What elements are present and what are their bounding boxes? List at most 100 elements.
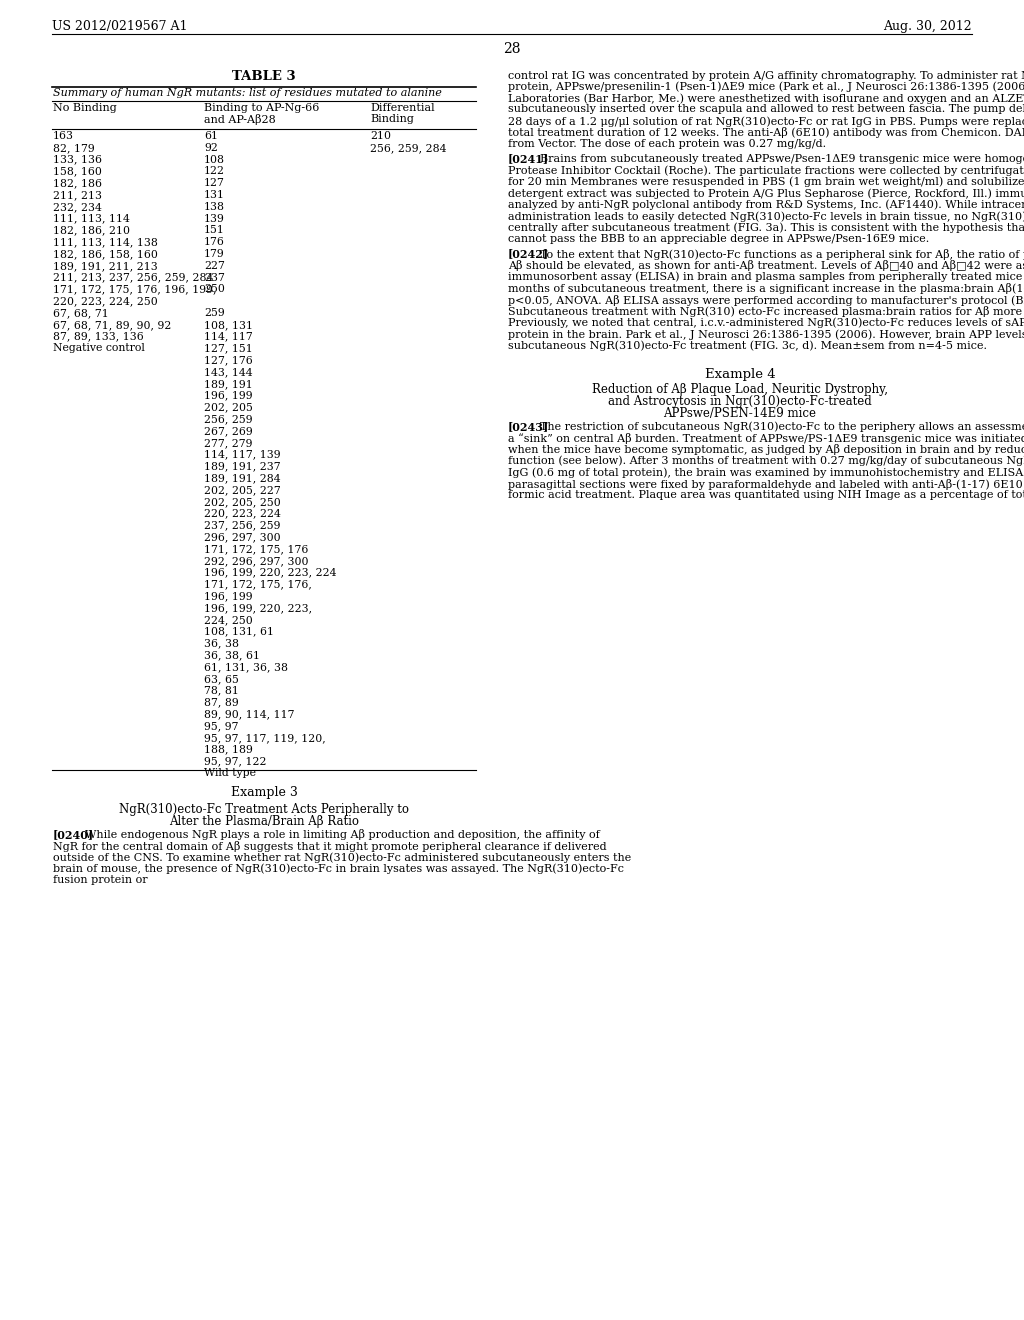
Text: 202, 205: 202, 205 [204,403,253,412]
Text: 220, 223, 224: 220, 223, 224 [204,508,281,519]
Text: for 20 min Membranes were resuspended in PBS (1 gm brain wet weight/ml) and solu: for 20 min Membranes were resuspended in… [508,177,1024,187]
Text: 196, 199, 220, 223,: 196, 199, 220, 223, [204,603,312,612]
Text: 267, 269: 267, 269 [204,426,253,436]
Text: 196, 199, 220, 223, 224: 196, 199, 220, 223, 224 [204,568,337,578]
Text: from Vector. The dose of each protein was 0.27 mg/kg/d.: from Vector. The dose of each protein wa… [508,139,826,149]
Text: TABLE 3: TABLE 3 [232,70,296,83]
Text: 36, 38, 61: 36, 38, 61 [204,651,260,660]
Text: protein, APPswe/presenilin-1 (Psen-1)ΔE9 mice (Park et al., J Neurosci 26:1386-1: protein, APPswe/presenilin-1 (Psen-1)ΔE9… [508,82,1024,92]
Text: and Astrocytosis in Ngr(310)ecto-Fc-treated: and Astrocytosis in Ngr(310)ecto-Fc-trea… [608,395,871,408]
Text: subcutaneously inserted over the scapula and allowed to rest between fascia. The: subcutaneously inserted over the scapula… [508,104,1024,115]
Text: 232, 234: 232, 234 [53,202,101,211]
Text: Reduction of Aβ Plaque Load, Neuritic Dystrophy,: Reduction of Aβ Plaque Load, Neuritic Dy… [592,383,888,396]
Text: 89, 90, 114, 117: 89, 90, 114, 117 [204,709,295,719]
Text: 87, 89: 87, 89 [204,697,239,708]
Text: 61: 61 [204,131,218,141]
Text: 95, 97, 117, 119, 120,: 95, 97, 117, 119, 120, [204,733,326,743]
Text: 211, 213: 211, 213 [53,190,102,201]
Text: 227: 227 [204,261,225,271]
Text: Example 3: Example 3 [230,787,297,799]
Text: 108, 131: 108, 131 [204,319,253,330]
Text: 182, 186: 182, 186 [53,178,102,189]
Text: 182, 186, 210: 182, 186, 210 [53,226,130,235]
Text: [0242]: [0242] [508,248,549,260]
Text: Subcutaneous treatment with NgR(310) ecto-Fc increased plasma:brain ratios for A: Subcutaneous treatment with NgR(310) ect… [508,306,1024,317]
Text: 127, 151: 127, 151 [204,343,253,354]
Text: administration leads to easily detected NgR(310)ecto-Fc levels in brain tissue, : administration leads to easily detected … [508,211,1024,222]
Text: US 2012/0219567 A1: US 2012/0219567 A1 [52,20,187,33]
Text: 143, 144: 143, 144 [204,367,253,378]
Text: when the mice have become symptomatic, as judged by Aβ deposition in brain and b: when the mice have become symptomatic, a… [508,444,1024,455]
Text: 158, 160: 158, 160 [53,166,101,177]
Text: subcutaneous NgR(310)ecto-Fc treatment (FIG. 3c, d). Mean±sem from n=4-5 mice.: subcutaneous NgR(310)ecto-Fc treatment (… [508,341,987,351]
Text: 108, 131, 61: 108, 131, 61 [204,627,274,636]
Text: The restriction of subcutaneous NgR(310)ecto-Fc to the periphery allows an asses: The restriction of subcutaneous NgR(310)… [540,421,1024,432]
Text: 210: 210 [370,131,391,141]
Text: Negative control: Negative control [53,343,144,354]
Text: 189, 191, 211, 213: 189, 191, 211, 213 [53,261,158,271]
Text: 114, 117: 114, 117 [204,331,253,342]
Text: 292, 296, 297, 300: 292, 296, 297, 300 [204,556,308,566]
Text: 111, 113, 114, 138: 111, 113, 114, 138 [53,238,158,247]
Text: NgR for the central domain of Aβ suggests that it might promote peripheral clear: NgR for the central domain of Aβ suggest… [53,841,606,851]
Text: 196, 199: 196, 199 [204,391,253,400]
Text: 250: 250 [204,284,225,294]
Text: 256, 259, 284: 256, 259, 284 [370,143,446,153]
Text: Binding to AP-Ng-66: Binding to AP-Ng-66 [204,103,319,114]
Text: 127: 127 [204,178,225,189]
Text: 78, 81: 78, 81 [204,685,239,696]
Text: 171, 172, 175, 176, 196, 199,: 171, 172, 175, 176, 196, 199, [53,284,216,294]
Text: cannot pass the BBB to an appreciable degree in APPswe/Psen-16E9 mice.: cannot pass the BBB to an appreciable de… [508,234,929,244]
Text: To the extent that NgR(310)ecto-Fc functions as a peripheral sink for Aβ, the ra: To the extent that NgR(310)ecto-Fc funct… [540,248,1024,260]
Text: 111, 113, 114: 111, 113, 114 [53,214,130,223]
Text: 138: 138 [204,202,225,211]
Text: 182, 186, 158, 160: 182, 186, 158, 160 [53,249,158,259]
Text: brain of mouse, the presence of NgR(310)ecto-Fc in brain lysates was assayed. Th: brain of mouse, the presence of NgR(310)… [53,863,624,874]
Text: 196, 199: 196, 199 [204,591,253,601]
Text: 259: 259 [204,308,224,318]
Text: total treatment duration of 12 weeks. The anti-Aβ (6E10) antibody was from Chemi: total treatment duration of 12 weeks. Th… [508,128,1024,139]
Text: 67, 68, 71, 89, 90, 92: 67, 68, 71, 89, 90, 92 [53,319,171,330]
Text: formic acid treatment. Plaque area was quantitated using NIH Image as a percenta: formic acid treatment. Plaque area was q… [508,490,1024,500]
Text: 108: 108 [204,154,225,165]
Text: 28 days of a 1.2 μg/μl solution of rat NgR(310)ecto-Fc or rat IgG in PBS. Pumps : 28 days of a 1.2 μg/μl solution of rat N… [508,116,1024,127]
Text: and AP-Aβ28: and AP-Aβ28 [204,114,275,125]
Text: 95, 97: 95, 97 [204,721,239,731]
Text: [0240]: [0240] [53,829,94,841]
Text: detergent extract was subjected to Protein A/G Plus Sepharose (Pierce, Rockford,: detergent extract was subjected to Prote… [508,187,1024,198]
Text: 224, 250: 224, 250 [204,615,253,624]
Text: Alter the Plasma/Brain Aβ Ratio: Alter the Plasma/Brain Aβ Ratio [169,816,359,828]
Text: While endogenous NgR plays a role in limiting Aβ production and deposition, the : While endogenous NgR plays a role in lim… [85,829,600,841]
Text: Protease Inhibitor Cocktail (Roche). The particulate fractions were collected by: Protease Inhibitor Cocktail (Roche). The… [508,165,1024,176]
Text: outside of the CNS. To examine whether rat NgR(310)ecto-Fc administered subcutan: outside of the CNS. To examine whether r… [53,853,631,863]
Text: 163: 163 [53,131,74,141]
Text: 63, 65: 63, 65 [204,673,239,684]
Text: 122: 122 [204,166,225,177]
Text: 277, 279: 277, 279 [204,438,253,447]
Text: Previously, we noted that central, i.c.v.-administered NgR(310)ecto-Fc reduces l: Previously, we noted that central, i.c.v… [508,318,1024,329]
Text: IgG (0.6 mg of total protein), the brain was examined by immunohistochemistry an: IgG (0.6 mg of total protein), the brain… [508,467,1024,478]
Text: 189, 191, 237: 189, 191, 237 [204,462,281,471]
Text: [0243]: [0243] [508,421,549,432]
Text: Aβ should be elevated, as shown for anti-Aβ treatment. Levels of Aβ□40 and Aβ□42: Aβ should be elevated, as shown for anti… [508,260,1024,271]
Text: 189, 191, 284: 189, 191, 284 [204,473,281,483]
Text: 131: 131 [204,190,225,201]
Text: 171, 172, 175, 176,: 171, 172, 175, 176, [204,579,312,590]
Text: Brains from subcutaneously treated APPswe/Psen-1ΔE9 transgenic mice were homogen: Brains from subcutaneously treated APPsw… [540,153,1024,164]
Text: 67, 68, 71: 67, 68, 71 [53,308,109,318]
Text: 176: 176 [204,238,225,247]
Text: 296, 297, 300: 296, 297, 300 [204,532,281,543]
Text: 202, 205, 227: 202, 205, 227 [204,484,281,495]
Text: 220, 223, 224, 250: 220, 223, 224, 250 [53,296,158,306]
Text: 114, 117, 139: 114, 117, 139 [204,450,281,459]
Text: control rat IG was concentrated by protein A/G affinity chromatography. To admin: control rat IG was concentrated by prote… [508,70,1024,81]
Text: 133, 136: 133, 136 [53,154,102,165]
Text: 202, 205, 250: 202, 205, 250 [204,496,281,507]
Text: 82, 179: 82, 179 [53,143,95,153]
Text: Example 4: Example 4 [705,368,775,381]
Text: 171, 172, 175, 176: 171, 172, 175, 176 [204,544,308,554]
Text: 179: 179 [204,249,224,259]
Text: 256, 259: 256, 259 [204,414,253,424]
Text: 237, 256, 259: 237, 256, 259 [204,520,281,531]
Text: function (see below). After 3 months of treatment with 0.27 mg/kg/day of subcuta: function (see below). After 3 months of … [508,455,1024,466]
